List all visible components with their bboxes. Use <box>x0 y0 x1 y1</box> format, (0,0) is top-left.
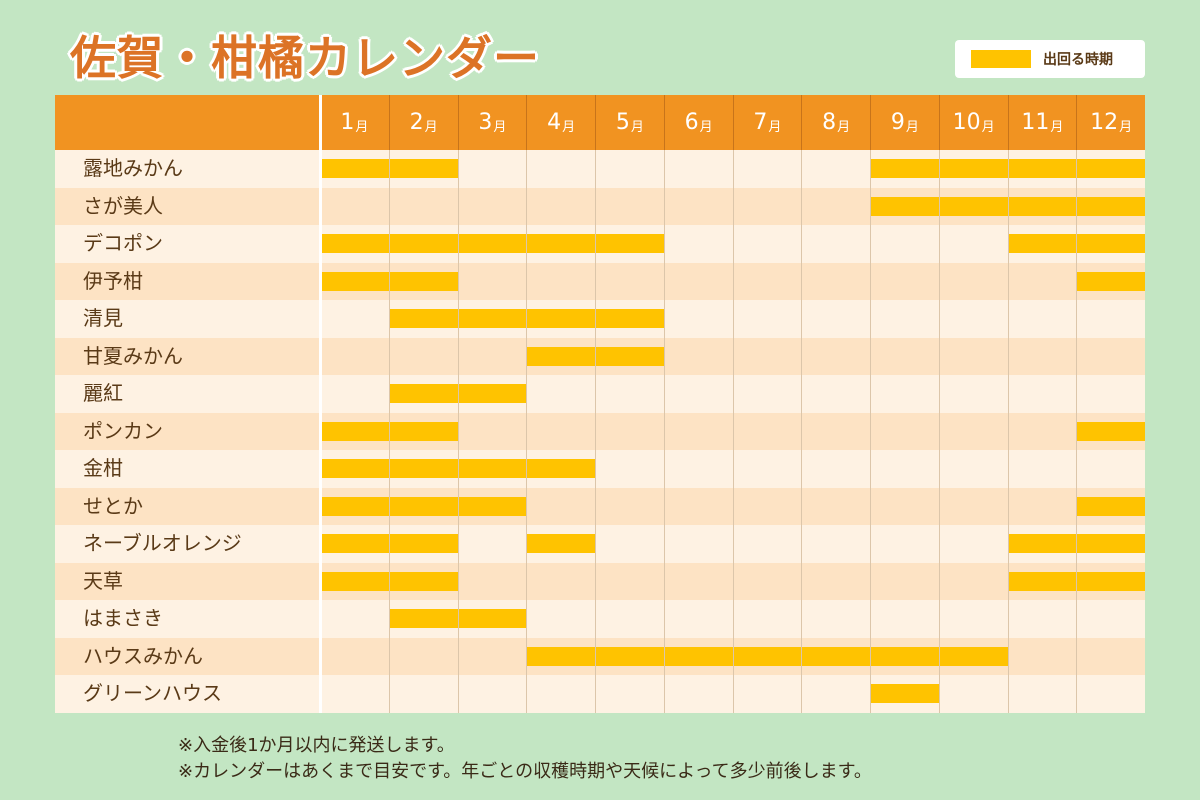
legend-swatch <box>971 50 1031 68</box>
month-header-11: 11 月 <box>1007 95 1077 150</box>
table-row: グリーンハウス <box>55 675 1145 713</box>
month-unit: 月 <box>493 119 507 135</box>
season-bar <box>1076 496 1145 516</box>
row-name: グリーンハウス <box>83 681 222 705</box>
row-name: デコポン <box>83 231 163 255</box>
month-number: 4 <box>547 110 562 135</box>
row-name: さが美人 <box>83 193 163 218</box>
note-1: ※入金後1か月以内に発送します。 <box>178 735 455 756</box>
month-unit: 月 <box>1050 119 1064 135</box>
row-name: はまさき <box>83 606 163 630</box>
grid-line <box>1076 150 1078 713</box>
month-unit: 月 <box>630 119 644 135</box>
month-unit: 月 <box>424 119 438 135</box>
row-name: ポンカン <box>83 418 163 443</box>
table-row: ネーブルオレンジ <box>55 525 1145 563</box>
legend-label: 出回る時期 <box>1043 52 1113 68</box>
row-name: ハウスみかん <box>83 643 203 668</box>
season-bar <box>1076 421 1145 441</box>
table-row: ハウスみかん <box>55 637 1145 675</box>
table-row: 露地みかん <box>55 150 1145 188</box>
month-header-12: 12 月 <box>1076 95 1145 150</box>
season-bar <box>320 234 664 253</box>
row-name: ネーブルオレンジ <box>83 531 242 555</box>
season-bar <box>870 684 939 703</box>
month-number: 11 <box>1021 110 1050 135</box>
month-unit: 月 <box>355 119 369 135</box>
table-row: せとか <box>55 487 1145 525</box>
season-bar <box>320 496 527 516</box>
month-unit: 月 <box>837 119 851 135</box>
month-number: 10 <box>952 110 981 135</box>
page-title: 佐賀・柑橘カレンダー <box>70 31 540 85</box>
table-row: 甘夏みかん <box>55 337 1145 375</box>
month-unit: 月 <box>768 119 782 135</box>
note-2: ※カレンダーはあくまで目安です。年ごとの収穫時期や天候によって多少前後します。 <box>178 761 872 782</box>
grid-line <box>870 150 871 713</box>
grid-line <box>1007 150 1009 713</box>
grid-line <box>388 150 390 713</box>
month-number: 2 <box>409 110 424 135</box>
grid-line <box>526 150 528 713</box>
season-bar <box>526 534 595 553</box>
season-bar <box>526 646 1008 666</box>
row-name: せとか <box>83 493 143 518</box>
notes: ※入金後1か月以内に発送します。 ※カレンダーはあくまで目安です。年ごとの収穫時… <box>178 733 872 785</box>
table-row: 金柑 <box>55 450 1145 488</box>
month-number: 1 <box>340 110 355 135</box>
legend: 出回る時期 <box>955 40 1145 78</box>
grid-line <box>732 150 734 713</box>
season-bar <box>1076 271 1145 291</box>
header-separator <box>319 95 322 150</box>
table-row: 清見 <box>55 300 1145 338</box>
grid-line <box>663 150 665 713</box>
month-unit: 月 <box>905 119 919 135</box>
table-row: 伊予柑 <box>55 262 1145 300</box>
table-row: デコポン <box>55 225 1145 263</box>
grid-line <box>801 150 803 713</box>
grid-line <box>595 150 596 713</box>
month-number: 6 <box>684 110 699 135</box>
table-row: ポンカン <box>55 412 1145 450</box>
table-row: 麗紅 <box>55 375 1145 413</box>
month-unit: 月 <box>981 119 995 135</box>
month-unit: 月 <box>699 119 713 135</box>
month-number: 3 <box>478 110 493 135</box>
month-unit: 月 <box>562 119 576 135</box>
month-unit: 月 <box>1119 119 1133 135</box>
grid-line <box>457 150 459 713</box>
grid-line <box>938 150 940 713</box>
row-name: 天草 <box>83 568 123 593</box>
month-number: 12 <box>1090 110 1119 135</box>
table-row: さが美人 <box>55 187 1145 225</box>
row-name: 露地みかん <box>83 156 183 180</box>
month-number: 7 <box>753 110 768 135</box>
table-row: 天草 <box>55 562 1145 600</box>
name-column-separator <box>319 150 322 713</box>
row-name: 金柑 <box>83 456 123 480</box>
row-name: 清見 <box>83 306 123 330</box>
month-number: 5 <box>615 110 630 135</box>
month-header: 1 月 2 月 3 月 4 月 5 月 6 月 7 月 8 月 9 月 10 月 11 月 12 月 <box>55 95 1145 150</box>
month-number: 8 <box>822 110 837 135</box>
citrus-calendar-table: 1 月 2 月 3 月 4 月 5 月 6 月 7 月 8 月 9 月 10 月 11 月 12 月 露地みかん さが美人 デコポ… <box>55 95 1145 713</box>
row-name: 麗紅 <box>83 381 123 405</box>
month-number: 9 <box>890 110 905 135</box>
table-row: はまさき <box>55 600 1145 638</box>
month-header-10: 10 月 <box>938 95 1008 150</box>
row-name: 甘夏みかん <box>83 343 183 368</box>
row-name: 伊予柑 <box>83 268 143 293</box>
